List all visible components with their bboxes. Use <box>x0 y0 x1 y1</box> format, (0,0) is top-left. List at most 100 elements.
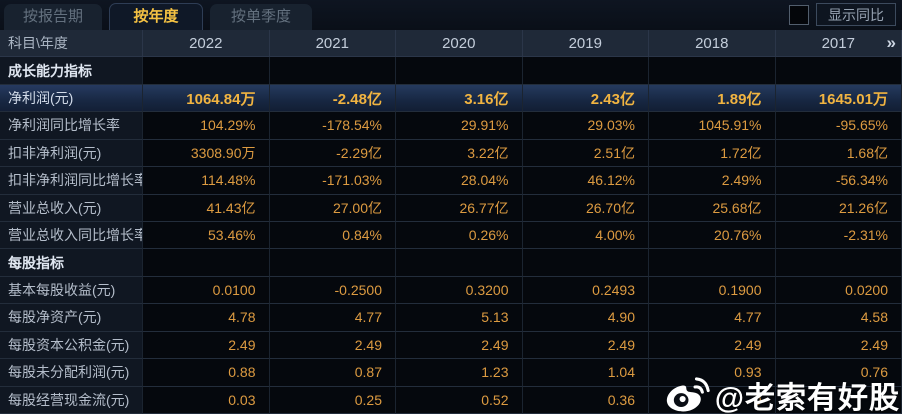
value-cell: 3.16亿 <box>396 84 523 113</box>
period-tab-bar: 按报告期 按年度 按单季度 显示同比 <box>0 0 902 30</box>
value-cell <box>775 249 902 277</box>
metric-row-label: 净利润(元) <box>0 84 143 113</box>
financial-table: 科目\年度 2022 2021 2020 2019 2018 2017 » 成长能力指标 净利润(… <box>0 30 902 414</box>
value-cell: 0.0200 <box>775 276 902 305</box>
value-cell: -2.29亿 <box>269 139 396 168</box>
year-column-header: 2022 <box>143 30 270 58</box>
value-cell: 0.84% <box>269 222 396 250</box>
value-cell: 27.00亿 <box>269 194 396 222</box>
table-corner-header: 科目\年度 <box>0 30 143 58</box>
tab-by-year[interactable]: 按年度 <box>109 3 203 30</box>
value-cell <box>775 57 902 85</box>
value-cell: 25.68亿 <box>649 194 776 222</box>
value-cell: 4.90 <box>522 304 649 332</box>
value-cell: 0.03 <box>143 386 270 414</box>
value-cell: -56.34% <box>775 167 902 195</box>
value-cell: 2.49 <box>143 331 270 360</box>
value-cell: 53.46% <box>143 222 270 250</box>
value-cell: 2.43亿 <box>522 84 649 113</box>
value-cell <box>143 57 270 85</box>
value-cell <box>649 57 776 85</box>
value-cell: 5.13 <box>396 304 523 332</box>
metric-row-label: 营业总收入(元) <box>0 194 143 222</box>
value-cell: 0.93 <box>649 359 776 387</box>
value-cell: -95.65% <box>775 112 902 140</box>
value-cell: 2.49 <box>522 331 649 360</box>
value-cell: 2.49% <box>649 167 776 195</box>
metric-row-label: 每股未分配利润(元) <box>0 359 143 387</box>
value-cell: 1064.84万 <box>143 84 270 113</box>
value-cell: 0.88 <box>143 359 270 387</box>
metric-row-label: 净利润同比增长率 <box>0 112 143 140</box>
value-cell: 3.22亿 <box>396 139 523 168</box>
value-cell: 4.00% <box>522 222 649 250</box>
more-years-chevron-icon[interactable]: » <box>886 33 896 53</box>
year-column-header: 2019 <box>522 30 649 58</box>
year-column-header: 2017 » <box>775 30 902 58</box>
year-label: 2021 <box>315 34 349 52</box>
value-cell: 0.76 <box>775 359 902 387</box>
value-cell: 1045.91% <box>649 112 776 140</box>
year-label: 2022 <box>189 34 223 52</box>
value-cell <box>396 57 523 85</box>
value-cell <box>522 249 649 277</box>
year-column-header: 2020 <box>396 30 523 58</box>
value-cell: 1.72亿 <box>649 139 776 168</box>
value-cell: 1.23 <box>396 359 523 387</box>
value-cell: 4.58 <box>775 304 902 332</box>
tab-by-report-period[interactable]: 按报告期 <box>4 4 102 30</box>
value-cell: 26.77亿 <box>396 194 523 222</box>
section-header-label: 每股指标 <box>0 249 143 277</box>
value-cell: 1645.01万 <box>775 84 902 113</box>
value-cell <box>269 249 396 277</box>
value-cell: 26.70亿 <box>522 194 649 222</box>
show-yoy-checkbox[interactable] <box>789 4 809 25</box>
value-cell: 0.52 <box>396 386 523 414</box>
year-column-header: 2021 <box>269 30 396 58</box>
value-cell <box>396 249 523 277</box>
value-cell: 0.0100 <box>143 276 270 305</box>
value-cell <box>522 57 649 85</box>
value-cell: 0.36 <box>522 386 649 414</box>
value-cell: 28.04% <box>396 167 523 195</box>
value-cell: 29.91% <box>396 112 523 140</box>
year-label: 2020 <box>442 34 476 52</box>
value-cell <box>143 249 270 277</box>
value-cell: 4.78 <box>143 304 270 332</box>
value-cell: -0.2500 <box>269 276 396 305</box>
show-yoy-control: 显示同比 <box>789 3 896 26</box>
year-column-header: 2018 <box>649 30 776 58</box>
value-cell <box>269 57 396 85</box>
value-cell: -2.31% <box>775 222 902 250</box>
value-cell: 4.77 <box>269 304 396 332</box>
value-cell: -178.54% <box>269 112 396 140</box>
value-cell <box>649 249 776 277</box>
value-cell: 0.1900 <box>649 276 776 305</box>
value-cell: 2.49 <box>775 331 902 360</box>
value-cell: 104.29% <box>143 112 270 140</box>
value-cell: 46.12% <box>522 167 649 195</box>
metric-row-label: 每股净资产(元) <box>0 304 143 332</box>
year-label: 2017 <box>821 34 855 52</box>
value-cell: 0.87 <box>269 359 396 387</box>
metric-row-label: 每股资本公积金(元) <box>0 331 143 360</box>
value-cell: 2.49 <box>649 331 776 360</box>
tab-by-single-quarter[interactable]: 按单季度 <box>210 4 312 30</box>
value-cell: 4.77 <box>649 304 776 332</box>
value-cell: 1.89亿 <box>649 84 776 113</box>
value-cell: 114.48% <box>143 167 270 195</box>
metric-row-label: 扣非净利润同比增长率 <box>0 167 143 195</box>
value-cell: 0.3200 <box>396 276 523 305</box>
metric-row-label: 每股经营现金流(元) <box>0 386 143 414</box>
show-yoy-label[interactable]: 显示同比 <box>816 3 896 26</box>
year-label: 2018 <box>695 34 729 52</box>
metric-row-label: 扣非净利润(元) <box>0 139 143 168</box>
metric-row-label: 基本每股收益(元) <box>0 276 143 305</box>
metric-row-label: 营业总收入同比增长率 <box>0 222 143 250</box>
value-cell: 2.51亿 <box>522 139 649 168</box>
value-cell: 0.2493 <box>522 276 649 305</box>
value-cell: 21.26亿 <box>775 194 902 222</box>
value-cell: 41.43亿 <box>143 194 270 222</box>
value-cell: 3308.90万 <box>143 139 270 168</box>
